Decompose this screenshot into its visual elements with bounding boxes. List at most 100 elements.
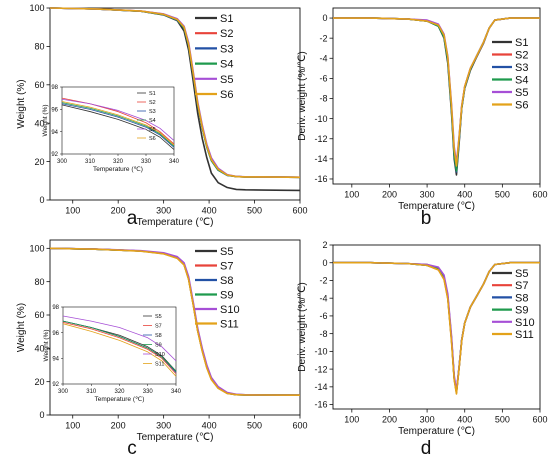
x-tick-label: 200 xyxy=(111,421,126,431)
x-tick-label: 600 xyxy=(292,206,307,216)
legend-label: S5 xyxy=(220,246,233,258)
inset-y-tick-label: 96 xyxy=(52,331,59,337)
y-tick-label: -10 xyxy=(314,114,327,124)
y-tick-label: 0 xyxy=(322,258,327,268)
inset-legend-label: S5 xyxy=(155,314,162,320)
legend-label: S2 xyxy=(515,49,528,61)
y-tick-label: 0 xyxy=(39,195,44,205)
panel-c: 100 200 300 400 500 600 0 20 40 60 80 100 S5 S7 S8 S9 S1… xyxy=(16,239,308,459)
inset-x-axis-label: Temperature (℃) xyxy=(93,166,143,173)
inset-legend-label: S5 xyxy=(149,127,156,133)
legend-label: S11 xyxy=(515,329,534,341)
inset-legend-label: S8 xyxy=(155,333,162,339)
y-tick-label: 0 xyxy=(39,410,44,420)
inset-plot: 300 310 320 330 340 92 94 96 98 S1 S2 S3 S4 S5 S6 Tempe… xyxy=(42,85,180,173)
y-tick-label: 60 xyxy=(34,80,44,90)
inset-legend-label: S9 xyxy=(155,342,162,348)
inset-series-line-s5 xyxy=(61,98,175,141)
inset-series-line-s3 xyxy=(61,103,175,148)
x-tick-label: 100 xyxy=(65,206,80,216)
panel-label: c xyxy=(127,438,137,459)
inset-legend-label: S2 xyxy=(149,100,156,106)
inset-series-line-s6 xyxy=(61,101,175,146)
x-tick-label: 600 xyxy=(292,421,307,431)
inset-legend-label: S10 xyxy=(155,352,165,358)
y-tick-label: 100 xyxy=(29,243,44,253)
legend-label: S11 xyxy=(220,318,239,330)
x-tick-label: 200 xyxy=(382,190,397,200)
panel-a: 100 200 300 400 500 600 0 20 40 60 80 100 S1 S2 S3 S4 S5… xyxy=(16,3,308,229)
x-tick-label: 500 xyxy=(247,421,262,431)
inset-plot-frame xyxy=(61,86,175,155)
legend-label: S2 xyxy=(220,28,233,40)
legend-label: S5 xyxy=(515,268,528,280)
legend-label: S1 xyxy=(515,37,528,49)
panel-d: 100 200 300 400 500 600 2 0 -2 -4 -6 -8 -10 -12 -14 -16… xyxy=(297,240,548,459)
series-line-s6 xyxy=(333,17,540,167)
inset-y-tick-label: 94 xyxy=(52,356,59,362)
inset-series-line-s7 xyxy=(62,322,177,375)
inset-legend-label: S11 xyxy=(155,361,164,367)
plot-frame xyxy=(332,7,541,185)
x-tick-label: 600 xyxy=(532,415,547,425)
inset-x-tick-label: 310 xyxy=(85,159,96,165)
legend-label: S1 xyxy=(220,13,233,25)
legend-label: S9 xyxy=(515,305,528,317)
inset-series-line-s10 xyxy=(62,315,177,362)
x-tick-label: 300 xyxy=(156,421,171,431)
panel-label: b xyxy=(421,208,432,229)
x-tick-label: 500 xyxy=(495,415,510,425)
legend-label: S5 xyxy=(220,74,233,86)
series-line-s11 xyxy=(49,247,301,396)
inset-series-line-s9 xyxy=(62,320,177,372)
y-tick-label: -4 xyxy=(319,53,327,63)
inset-y-tick-label: 94 xyxy=(51,130,58,136)
y-tick-label: -12 xyxy=(314,134,327,144)
y-tick-label: -2 xyxy=(319,33,327,43)
legend-label: S5 xyxy=(515,87,528,99)
y-tick-label: 20 xyxy=(34,157,44,167)
inset-x-tick-label: 320 xyxy=(114,389,125,395)
y-tick-label: -6 xyxy=(319,311,327,321)
y-tick-label: 100 xyxy=(29,3,44,13)
inset-y-axis-label: Weight (%) xyxy=(42,104,49,136)
x-tick-label: 200 xyxy=(382,415,397,425)
inset-x-tick-label: 340 xyxy=(169,159,180,165)
inset-x-axis-label: Temperature (℃) xyxy=(95,396,145,403)
inset-y-tick-label: 96 xyxy=(51,107,58,113)
x-tick-label: 300 xyxy=(156,206,171,216)
x-tick-label: 500 xyxy=(247,206,262,216)
legend-label: S10 xyxy=(515,317,535,329)
legend-label: S3 xyxy=(220,43,233,55)
inset-legend-label: S7 xyxy=(155,323,162,329)
legend-label: S7 xyxy=(220,260,233,272)
x-tick-label: 600 xyxy=(532,190,547,200)
y-tick-label: 0 xyxy=(322,13,327,23)
y-tick-label: -14 xyxy=(314,154,327,164)
y-tick-label: 60 xyxy=(34,310,44,320)
x-axis-label: Temperature (℃) xyxy=(398,426,475,437)
x-tick-label: 500 xyxy=(495,190,510,200)
inset-legend-label: S3 xyxy=(149,109,156,115)
x-tick-label: 100 xyxy=(65,421,80,431)
legend-label: S8 xyxy=(220,275,233,287)
legend-label: S6 xyxy=(220,89,233,101)
y-tick-label: -16 xyxy=(314,400,327,410)
y-tick-label: -8 xyxy=(319,329,327,339)
x-axis-label: Temperature (℃) xyxy=(137,217,214,228)
inset-series-line-s1 xyxy=(61,104,175,150)
y-axis-label: Deriv. weight (%/℃) xyxy=(297,51,308,140)
y-tick-label: -14 xyxy=(314,382,327,392)
inset-y-axis-label: Weight (%) xyxy=(43,329,50,361)
panel-label: a xyxy=(127,208,138,229)
y-tick-label: -10 xyxy=(314,347,327,357)
x-tick-label: 400 xyxy=(202,421,217,431)
y-axis-label: Deriv. weight (%/℃) xyxy=(297,282,308,371)
y-tick-label: -2 xyxy=(319,276,327,286)
x-tick-label: 400 xyxy=(457,415,472,425)
y-tick-label: -6 xyxy=(319,74,327,84)
legend-label: S9 xyxy=(220,289,233,301)
inset-y-tick-label: 98 xyxy=(52,305,59,311)
panel-label: d xyxy=(421,438,432,459)
